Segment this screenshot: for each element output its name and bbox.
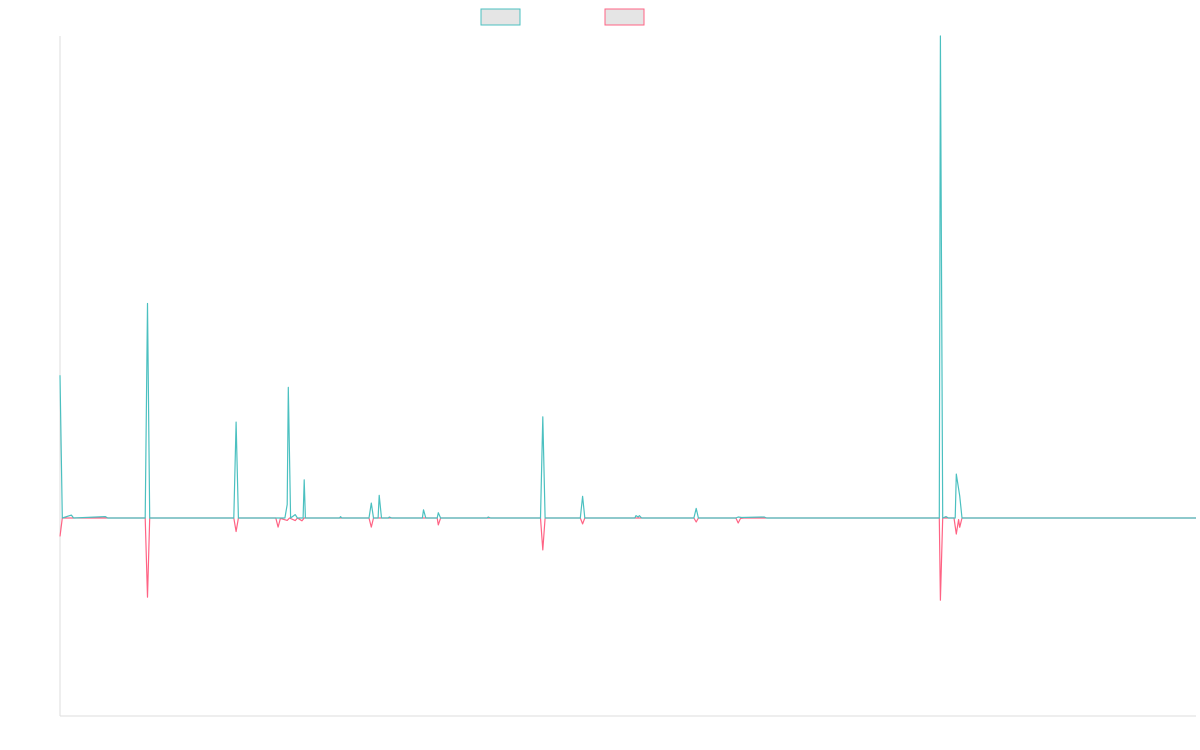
legend-swatch-series-b[interactable] [604, 8, 645, 26]
series-a-line[interactable] [59, 35, 1196, 519]
series-layer [59, 35, 1196, 601]
series-b-line[interactable] [59, 517, 1196, 601]
legend[interactable] [480, 8, 645, 26]
legend-swatch-series-a[interactable] [480, 8, 521, 26]
